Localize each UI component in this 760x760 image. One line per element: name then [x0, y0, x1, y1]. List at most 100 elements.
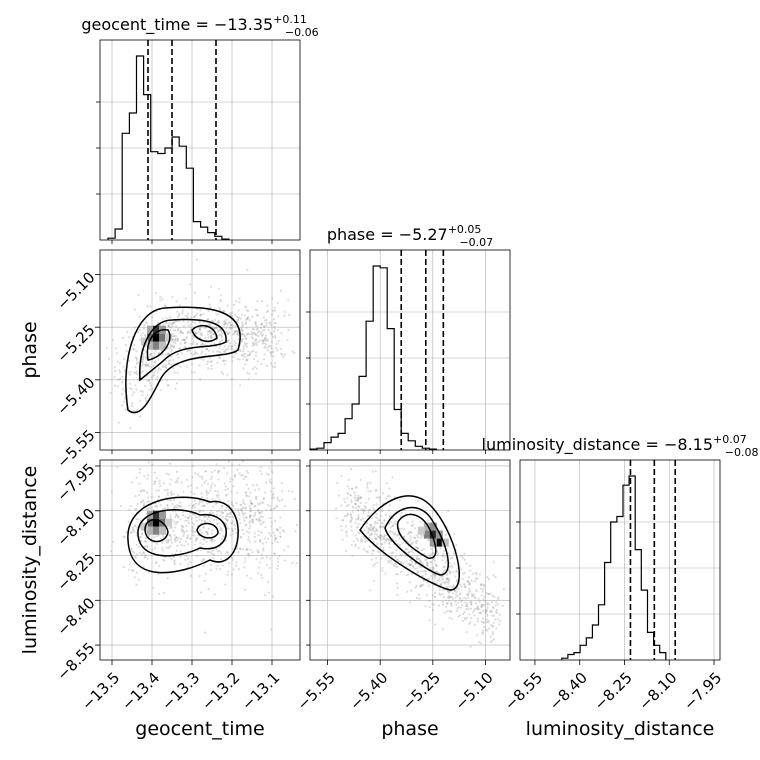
scatter-point — [246, 333, 249, 336]
contours — [127, 496, 239, 574]
scatter-point — [134, 372, 137, 375]
scatter-point — [208, 303, 211, 306]
scatter-point — [214, 326, 217, 329]
scatter-point — [426, 563, 429, 566]
scatter-point — [166, 577, 169, 580]
scatter-point — [381, 567, 384, 570]
scatter-point — [447, 582, 450, 585]
scatter-point — [200, 331, 203, 335]
scatter-point — [433, 596, 437, 599]
scatter-point — [164, 359, 168, 362]
scatter-point — [443, 565, 446, 569]
scatter-point — [229, 477, 232, 480]
scatter-point — [276, 541, 279, 544]
scatter-point — [127, 371, 130, 374]
scatter-point — [235, 564, 238, 567]
scatter-point — [143, 545, 146, 548]
scatter-point — [260, 501, 263, 504]
scatter-point — [271, 471, 274, 474]
scatter-point — [370, 528, 374, 532]
scatter-point — [479, 584, 482, 587]
scatter-point — [133, 508, 137, 511]
scatter-point — [464, 601, 467, 604]
scatter-point — [383, 519, 386, 522]
scatter-point — [175, 513, 178, 516]
scatter-point — [482, 604, 485, 607]
scatter-point — [256, 328, 259, 331]
scatter-point — [220, 336, 224, 339]
scatter-point — [446, 577, 449, 580]
scatter-point — [394, 562, 397, 566]
scatter-point — [224, 488, 227, 491]
contour-line — [396, 513, 437, 559]
density-cell — [153, 518, 160, 527]
scatter-point — [200, 492, 203, 495]
scatter-point — [223, 323, 226, 326]
scatter-point — [237, 568, 240, 571]
scatter-point — [134, 556, 137, 560]
scatter-point — [155, 489, 158, 492]
scatter-point — [380, 525, 383, 528]
scatter-point — [430, 561, 433, 564]
scatter-point — [240, 535, 243, 539]
scatter-point — [203, 515, 206, 518]
scatter-point — [137, 330, 140, 334]
scatter-point — [144, 553, 147, 557]
scatter-point — [393, 564, 396, 568]
scatter-point — [223, 350, 226, 354]
scatter-point — [253, 365, 256, 368]
scatter-point — [173, 371, 176, 374]
scatter-point — [350, 529, 353, 532]
scatter-point — [261, 515, 265, 519]
scatter-point — [350, 543, 353, 547]
scatter-point — [148, 381, 152, 385]
scatter-point — [181, 525, 184, 528]
density-cell — [159, 333, 166, 342]
scatter-point — [176, 520, 179, 523]
scatter-point — [216, 490, 219, 493]
scatter-point — [150, 496, 153, 499]
scatter-point — [152, 374, 155, 377]
x-axis-label-phase: phase — [381, 718, 438, 740]
scatter-point — [357, 531, 360, 534]
scatter-point — [210, 336, 213, 339]
scatter-point — [137, 578, 140, 581]
scatter-point — [372, 540, 375, 544]
scatter-point — [178, 304, 181, 307]
scatter-point — [248, 527, 251, 530]
scatter-point — [259, 519, 262, 522]
scatter-point — [389, 526, 392, 529]
scatter-point — [375, 537, 378, 541]
scatter-point — [130, 531, 133, 534]
scatter-point — [176, 371, 179, 374]
scatter-point — [451, 566, 454, 569]
scatter-point — [408, 601, 412, 604]
scatter-point — [403, 528, 406, 531]
scatter-point — [207, 367, 210, 370]
scatter-point — [241, 350, 245, 353]
scatter-point — [375, 512, 378, 516]
scatter-point — [184, 519, 187, 522]
scatter-point — [189, 537, 192, 540]
scatter-point — [131, 526, 134, 529]
scatter-point — [398, 544, 401, 547]
scatter-point — [207, 491, 210, 495]
scatter-point — [237, 309, 240, 312]
scatter-point — [202, 500, 205, 503]
scatter-point — [242, 532, 245, 536]
scatter-point — [216, 496, 219, 499]
scatter-point — [457, 601, 460, 604]
scatter-point — [238, 348, 241, 352]
scatter-point — [175, 339, 179, 342]
scatter-point — [176, 481, 179, 484]
scatter-point — [192, 353, 195, 356]
scatter-point — [255, 367, 258, 370]
scatter-point — [451, 556, 454, 559]
scatter-point — [402, 562, 405, 565]
scatter-point — [259, 331, 263, 334]
scatter-point — [472, 609, 476, 612]
scatter-point — [378, 535, 381, 538]
scatter-point — [213, 539, 216, 542]
scatter-point — [248, 332, 251, 335]
scatter-point — [492, 638, 496, 641]
